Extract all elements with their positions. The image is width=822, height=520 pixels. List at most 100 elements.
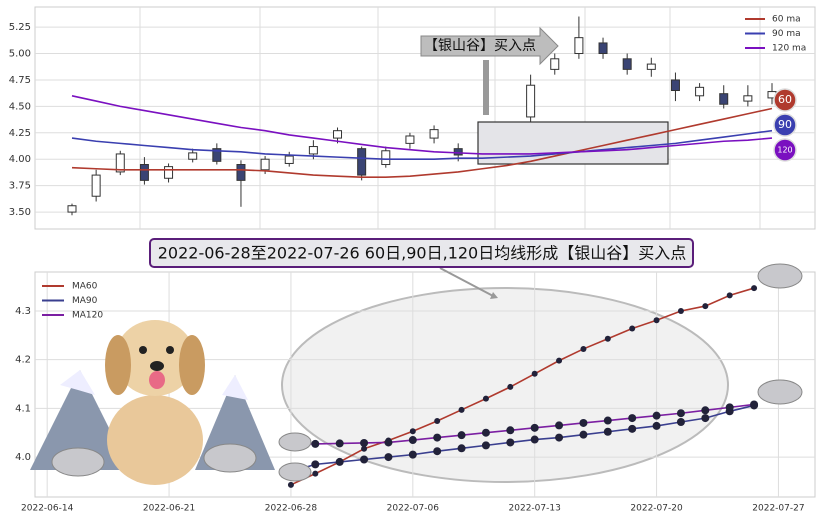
point [531, 370, 538, 377]
point [506, 438, 515, 447]
point [604, 335, 611, 342]
ma-line [71, 107, 773, 178]
line-series [290, 287, 755, 486]
candle-body [622, 58, 632, 70]
x-tick-label: 2022-06-14 [21, 504, 74, 514]
point [384, 438, 393, 447]
candle-body [526, 84, 536, 118]
point [481, 441, 490, 450]
candle-body [357, 148, 367, 176]
candle-body [308, 146, 318, 155]
candle-body [91, 174, 101, 197]
candle-body [381, 150, 391, 166]
point [311, 439, 320, 448]
ma-line [71, 95, 773, 155]
point [482, 395, 489, 402]
point [360, 438, 369, 447]
legend-label: 60 ma [772, 15, 801, 25]
point [335, 457, 344, 466]
point [311, 460, 320, 469]
point [409, 428, 416, 435]
point [701, 414, 710, 423]
banner-arrow [439, 267, 496, 298]
end-label: 90 [778, 118, 792, 131]
point [603, 427, 612, 436]
point [580, 345, 587, 352]
dog [105, 320, 205, 485]
candle-body [453, 148, 463, 156]
x-tick-label: 2022-06-28 [265, 504, 318, 514]
candle-body [550, 58, 560, 70]
point [603, 416, 612, 425]
point [676, 409, 685, 418]
candle-body [646, 63, 656, 70]
candle-body [115, 153, 125, 173]
banner-box [149, 238, 694, 268]
candle-body [670, 79, 680, 92]
candle-body [284, 155, 294, 164]
end-label: 60 [778, 93, 792, 106]
x-tick-label: 2022-07-20 [630, 504, 683, 514]
y-tick-label: 4.50 [9, 101, 31, 112]
y-tick-label: 3.50 [9, 207, 31, 218]
point [556, 357, 563, 364]
x-tick-label: 2022-06-21 [143, 504, 195, 514]
end-label-badge [773, 138, 797, 162]
point [312, 470, 319, 477]
candle-body [164, 166, 174, 179]
x-tick-label: 2022-07-27 [752, 504, 804, 514]
point [628, 424, 637, 433]
point [579, 430, 588, 439]
point [457, 444, 466, 453]
legend-label: MA90 [72, 296, 98, 306]
point [653, 317, 660, 324]
line-series [290, 404, 755, 473]
y-tick-label: 5.00 [9, 49, 31, 60]
point [750, 400, 759, 409]
banner-title: 2022-06-28至2022-07-26 60日,90日,120日均线形成【银… [158, 244, 687, 263]
point [434, 418, 441, 425]
y-tick-label: 4.3 [15, 306, 31, 317]
candle-body [405, 135, 415, 144]
point [457, 431, 466, 440]
candle-body [743, 95, 753, 102]
x-tick-label: 2022-07-13 [509, 504, 561, 514]
end-label-badge [773, 88, 797, 112]
point [408, 436, 417, 445]
point [433, 447, 442, 456]
highlight-ellipse [281, 287, 729, 483]
point [629, 325, 636, 332]
point [702, 303, 709, 310]
point [628, 414, 637, 423]
top-vertical-grid [139, 7, 761, 229]
y-tick-label: 4.0 [15, 452, 31, 463]
candle-body [429, 129, 439, 139]
point [652, 421, 661, 430]
y-tick-label: 3.75 [9, 181, 31, 192]
point [555, 421, 564, 430]
y-tick-label: 4.25 [9, 128, 31, 139]
legend-label: 120 ma [772, 44, 806, 54]
point [652, 411, 661, 420]
y-tick-label: 4.1 [15, 403, 31, 414]
banner-arrowhead [490, 292, 498, 299]
candle-body [188, 152, 198, 160]
point [751, 285, 758, 292]
y-tick-label: 4.2 [15, 355, 31, 366]
point [555, 433, 564, 442]
candle-body [598, 42, 608, 55]
point [530, 435, 539, 444]
y-tick-label: 4.75 [9, 75, 31, 86]
candle-body [67, 205, 77, 213]
point [433, 433, 442, 442]
legend-label: MA60 [72, 282, 98, 292]
point [701, 406, 710, 415]
point [506, 426, 515, 435]
annotation-arrow [420, 26, 559, 115]
point [408, 450, 417, 459]
legend-label: 90 ma [772, 29, 801, 39]
end-label-badge [773, 113, 797, 137]
y-tick-label: 4.00 [9, 154, 31, 165]
